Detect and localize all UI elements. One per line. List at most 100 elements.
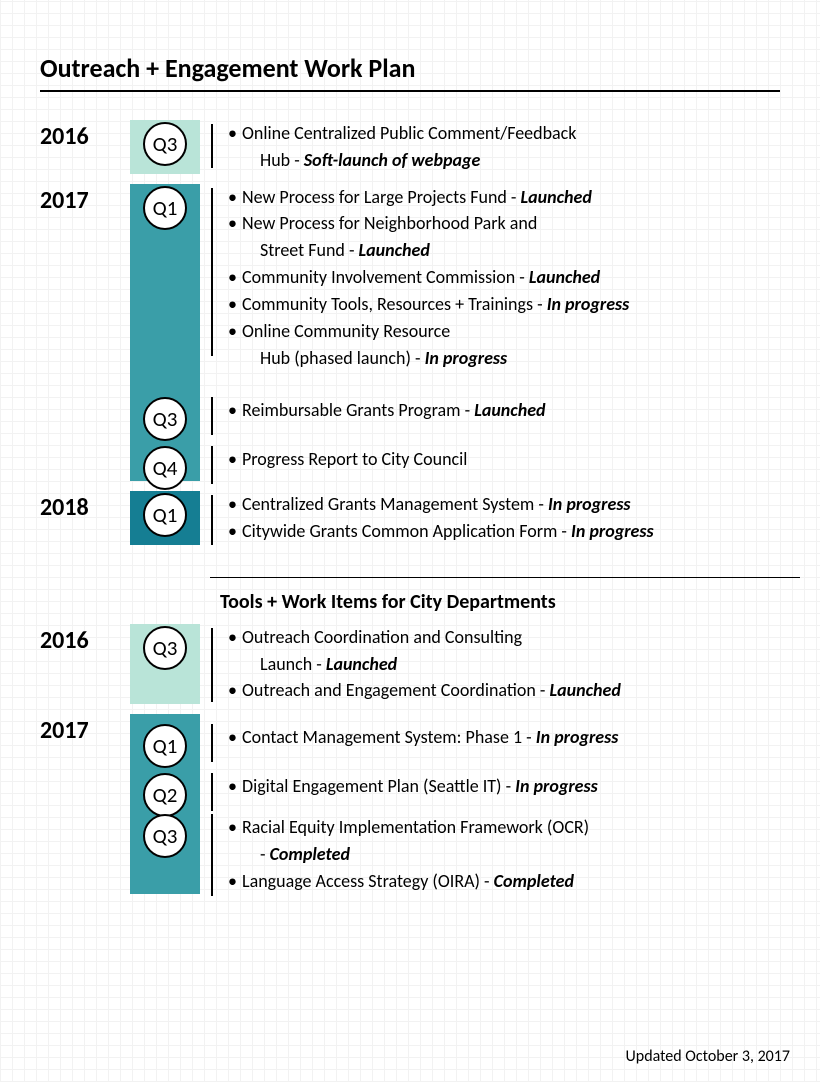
status-label: In progress xyxy=(547,293,630,315)
quarter-items: • Online Centralized Public Comment/Feed… xyxy=(228,120,780,174)
quarter-items: • Contact Management System: Phase 1 - I… xyxy=(228,714,780,761)
bullet-icon: • xyxy=(228,492,242,517)
work-item-text: Centralized Grants Management System - xyxy=(242,493,548,515)
work-item-text: Community Involvement Commission - xyxy=(242,266,529,288)
work-item: • Reimbursable Grants Program - Launched xyxy=(228,397,780,424)
page-title: Outreach + Engagement Work Plan xyxy=(40,52,780,84)
quarter-block: Q3 xyxy=(130,385,200,434)
work-item: Hub (phased launch) - In progress xyxy=(228,345,780,372)
work-item-text: Online Community Resource xyxy=(242,320,450,342)
vertical-separator xyxy=(211,495,213,545)
status-label: In progress xyxy=(515,775,598,797)
bullet-icon: • xyxy=(228,625,242,650)
timeline-year-row: 2017Q1Q3Q4• New Process for Large Projec… xyxy=(40,184,780,481)
work-item-text: New Process for Large Projects Fund - xyxy=(242,186,521,208)
quarter-column: Q3 xyxy=(130,120,200,174)
timeline-year-row: 2016Q3• Outreach Coordination and Consul… xyxy=(40,624,780,704)
work-item: • Community Tools, Resources + Trainings… xyxy=(228,291,780,318)
bullet-icon: • xyxy=(228,519,242,544)
work-item: Launch - Launched xyxy=(228,651,780,678)
items-column: • Centralized Grants Management System -… xyxy=(224,491,780,545)
status-label: Launched xyxy=(326,653,397,675)
section-2: 2016Q3• Outreach Coordination and Consul… xyxy=(40,624,780,905)
quarter-items: • Progress Report to City Council xyxy=(228,434,780,481)
year-label: 2017 xyxy=(40,714,130,894)
bullet-icon: • xyxy=(228,292,242,317)
work-item-text: Hub (phased launch) - xyxy=(260,347,425,369)
work-item: • Centralized Grants Management System -… xyxy=(228,491,780,518)
status-label: In progress xyxy=(536,726,619,748)
vertical-separator xyxy=(211,124,213,168)
status-label: Launched xyxy=(529,266,600,288)
vertical-separator xyxy=(211,188,213,356)
quarter-badge: Q3 xyxy=(143,626,187,670)
quarter-block: Q1 xyxy=(130,184,200,386)
quarter-block: Q3 xyxy=(130,120,200,174)
bullet-icon: • xyxy=(228,211,242,236)
status-label: Completed xyxy=(270,843,350,865)
quarter-items: • Centralized Grants Management System -… xyxy=(228,491,780,545)
status-label: In progress xyxy=(425,347,508,369)
bullet-icon: • xyxy=(228,398,242,423)
work-item: • Racial Equity Implementation Framework… xyxy=(228,814,780,841)
bullet-icon: • xyxy=(228,319,242,344)
work-item-text: Launch - xyxy=(260,653,326,675)
work-item: • Outreach and Engagement Coordination -… xyxy=(228,677,780,704)
separator-column xyxy=(200,624,224,704)
status-label: Launched xyxy=(359,239,430,261)
work-item: • Citywide Grants Common Application For… xyxy=(228,518,780,545)
work-item-text: Hub - xyxy=(260,149,304,171)
vertical-separator xyxy=(211,628,213,702)
status-label: Completed xyxy=(494,870,574,892)
work-item: • Online Centralized Public Comment/Feed… xyxy=(228,120,780,147)
timeline-year-row: 2017Q1Q2Q3 • Contact Management System: P… xyxy=(40,714,780,894)
items-column: • Outreach Coordination and Consulting L… xyxy=(224,624,780,704)
section-divider xyxy=(210,577,800,578)
separator-column xyxy=(200,184,224,481)
timeline-year-row: 2018Q1• Centralized Grants Management Sy… xyxy=(40,491,780,545)
bullet-icon: • xyxy=(228,815,242,840)
status-label: Launched xyxy=(474,399,545,421)
quarter-items: • Reimbursable Grants Program - Launched xyxy=(228,385,780,434)
work-item-text: Progress Report to City Council xyxy=(242,448,467,470)
year-label: 2016 xyxy=(40,120,130,174)
bullet-icon: • xyxy=(228,869,242,894)
quarter-items: • Digital Engagement Plan (Seattle IT) -… xyxy=(228,761,780,810)
title-rule xyxy=(40,90,780,92)
quarter-items: • Outreach Coordination and Consulting L… xyxy=(228,624,780,704)
separator-column xyxy=(200,120,224,174)
bullet-icon: • xyxy=(228,185,242,210)
items-column: • New Process for Large Projects Fund - … xyxy=(224,184,780,481)
quarter-column: Q1 xyxy=(130,491,200,545)
work-item-text: - xyxy=(260,843,270,865)
status-label: In progress xyxy=(571,520,654,542)
work-item: - Completed xyxy=(228,841,780,868)
quarter-column: Q3 xyxy=(130,624,200,704)
status-label: In progress xyxy=(548,493,631,515)
work-item-text: Community Tools, Resources + Trainings - xyxy=(242,293,547,315)
bullet-icon: • xyxy=(228,678,242,703)
status-label: Soft-launch of webpage xyxy=(304,149,481,171)
quarter-items: • New Process for Large Projects Fund - … xyxy=(228,184,780,386)
work-item-text: Outreach and Engagement Coordination - xyxy=(242,679,550,701)
work-item: • Progress Report to City Council xyxy=(228,446,780,473)
work-item-text: Reimbursable Grants Program - xyxy=(242,399,474,421)
quarter-badge: Q1 xyxy=(143,186,187,230)
vertical-separator xyxy=(211,773,213,811)
work-item: • Digital Engagement Plan (Seattle IT) -… xyxy=(228,773,780,800)
work-item: • Language Access Strategy (OIRA) - Comp… xyxy=(228,868,780,895)
status-label: Launched xyxy=(521,186,592,208)
footer-updated: Updated October 3, 2017 xyxy=(626,1047,790,1066)
vertical-separator xyxy=(211,446,213,484)
work-item: Street Fund - Launched xyxy=(228,237,780,264)
items-column: • Contact Management System: Phase 1 - I… xyxy=(224,714,780,894)
work-item: • Online Community Resource xyxy=(228,318,780,345)
work-item-text: Outreach Coordination and Consulting xyxy=(242,626,522,648)
quarter-column: Q1Q2Q3 xyxy=(130,714,200,894)
quarter-block: Q2 xyxy=(130,761,200,810)
separator-column xyxy=(200,714,224,894)
quarter-items: • Racial Equity Implementation Framework… xyxy=(228,810,780,894)
year-label: 2017 xyxy=(40,184,130,481)
work-item-text: Street Fund - xyxy=(260,239,359,261)
work-item: • New Process for Large Projects Fund - … xyxy=(228,184,780,211)
